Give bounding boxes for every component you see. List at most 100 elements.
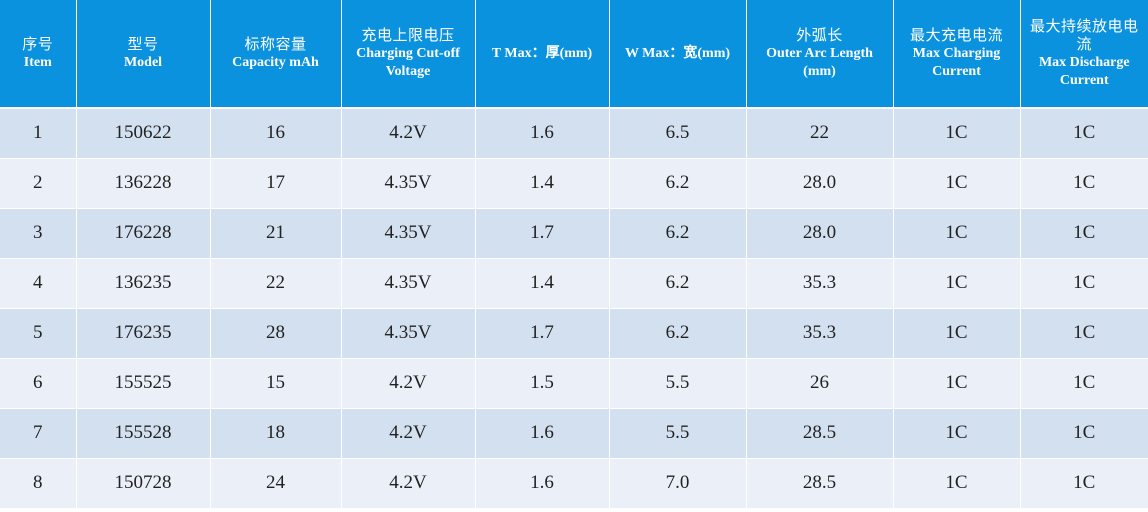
header-item-en: Item: [23, 54, 52, 70]
cell-charging-voltage: 4.35V: [341, 258, 476, 309]
cell-arc-length: 28.0: [746, 158, 894, 209]
header-model-zh: 型号: [127, 36, 159, 53]
cell-arc-length: 35.3: [746, 258, 894, 309]
table-row: 4 136235 22 4.35V 1.4 6.2 35.3 1C 1C: [0, 258, 1148, 309]
table-body: 1 150622 16 4.2V 1.6 6.5 22 1C 1C 2 136228 17 4.35V 1…: [0, 108, 1148, 509]
cell-charging-voltage: 4.2V: [341, 358, 476, 409]
header-item: 序号 Item: [0, 0, 77, 109]
table-row: 7 155528 18 4.2V 1.6 5.5 28.5 1C 1C: [0, 408, 1148, 459]
cell-model: 150622: [76, 108, 211, 159]
cell-capacity: 28: [210, 308, 342, 359]
cell-width: 6.5: [609, 108, 747, 159]
header-arc-length-en: Outer Arc Length (mm): [766, 45, 873, 79]
cell-capacity: 21: [210, 208, 342, 259]
cell-width: 6.2: [609, 158, 747, 209]
header-thickness: T Max：厚(mm): [475, 0, 610, 109]
table-row: 5 176235 28 4.35V 1.7 6.2 35.3 1C 1C: [0, 308, 1148, 359]
cell-max-charging: 1C: [893, 408, 1021, 459]
cell-max-discharge: 1C: [1020, 158, 1148, 209]
cell-capacity: 16: [210, 108, 342, 159]
cell-max-charging: 1C: [893, 258, 1021, 309]
cell-model: 136228: [76, 158, 211, 209]
header-arc-length: 外弧长 Outer Arc Length (mm): [746, 0, 894, 109]
cell-max-discharge: 1C: [1020, 108, 1148, 159]
header-width: W Max：宽(mm): [609, 0, 747, 109]
cell-model: 155528: [76, 408, 211, 459]
table-header: 序号 Item 型号 Model 标称容量 Capacity mAh 充电上限电…: [0, 0, 1148, 109]
cell-max-discharge: 1C: [1020, 308, 1148, 359]
cell-item: 6: [0, 358, 77, 409]
cell-arc-length: 26: [746, 358, 894, 409]
header-charging-voltage-en: Charging Cut-off Voltage: [356, 45, 460, 79]
header-max-charging-en: Max Charging Current: [912, 45, 1001, 79]
cell-model: 150728: [76, 458, 211, 509]
cell-charging-voltage: 4.35V: [341, 158, 476, 209]
cell-arc-length: 22: [746, 108, 894, 159]
cell-item: 7: [0, 408, 77, 459]
header-capacity-en: Capacity mAh: [232, 54, 319, 70]
header-max-discharge-en: Max Discharge Current: [1038, 54, 1130, 88]
cell-max-charging: 1C: [893, 208, 1021, 259]
cell-thickness: 1.5: [475, 358, 610, 409]
header-max-charging-zh: 最大充电电流: [909, 27, 1003, 44]
cell-max-discharge: 1C: [1020, 408, 1148, 459]
cell-charging-voltage: 4.2V: [341, 458, 476, 509]
cell-max-charging: 1C: [893, 108, 1021, 159]
cell-charging-voltage: 4.2V: [341, 408, 476, 459]
table-row: 6 155525 15 4.2V 1.5 5.5 26 1C 1C: [0, 358, 1148, 409]
cell-max-discharge: 1C: [1020, 458, 1148, 509]
cell-model: 176235: [76, 308, 211, 359]
cell-thickness: 1.4: [475, 158, 610, 209]
header-capacity-zh: 标称容量: [244, 36, 307, 53]
cell-max-discharge: 1C: [1020, 358, 1148, 409]
header-thickness-en: T Max：厚(mm): [491, 45, 593, 61]
cell-thickness: 1.6: [475, 458, 610, 509]
cell-arc-length: 35.3: [746, 308, 894, 359]
cell-width: 6.2: [609, 258, 747, 309]
cell-item: 2: [0, 158, 77, 209]
cell-width: 5.5: [609, 358, 747, 409]
cell-max-charging: 1C: [893, 308, 1021, 359]
header-capacity: 标称容量 Capacity mAh: [210, 0, 342, 109]
cell-max-charging: 1C: [893, 458, 1021, 509]
cell-model: 176228: [76, 208, 211, 259]
cell-capacity: 18: [210, 408, 342, 459]
header-charging-voltage: 充电上限电压 Charging Cut-off Voltage: [341, 0, 476, 109]
cell-thickness: 1.4: [475, 258, 610, 309]
cell-model: 155525: [76, 358, 211, 409]
cell-width: 5.5: [609, 408, 747, 459]
cell-item: 4: [0, 258, 77, 309]
cell-arc-length: 28.5: [746, 408, 894, 459]
cell-width: 6.2: [609, 208, 747, 259]
header-charging-voltage-zh: 充电上限电压: [361, 27, 455, 44]
cell-charging-voltage: 4.2V: [341, 108, 476, 159]
table-row: 1 150622 16 4.2V 1.6 6.5 22 1C 1C: [0, 108, 1148, 159]
header-max-discharge: 最大持续放电电流 Max Discharge Current: [1020, 0, 1148, 109]
table-row: 3 176228 21 4.35V 1.7 6.2 28.0 1C 1C: [0, 208, 1148, 259]
header-row: 序号 Item 型号 Model 标称容量 Capacity mAh 充电上限电…: [0, 0, 1148, 109]
cell-capacity: 17: [210, 158, 342, 209]
cell-item: 3: [0, 208, 77, 259]
cell-charging-voltage: 4.35V: [341, 308, 476, 359]
cell-capacity: 24: [210, 458, 342, 509]
header-model-en: Model: [123, 54, 163, 70]
cell-capacity: 15: [210, 358, 342, 409]
cell-thickness: 1.6: [475, 108, 610, 159]
cell-arc-length: 28.0: [746, 208, 894, 259]
cell-thickness: 1.7: [475, 308, 610, 359]
table-row: 2 136228 17 4.35V 1.4 6.2 28.0 1C 1C: [0, 158, 1148, 209]
header-model: 型号 Model: [76, 0, 211, 109]
table-row: 8 150728 24 4.2V 1.6 7.0 28.5 1C 1C: [0, 458, 1148, 509]
cell-thickness: 1.6: [475, 408, 610, 459]
cell-item: 1: [0, 108, 77, 159]
cell-model: 136235: [76, 258, 211, 309]
header-max-discharge-zh: 最大持续放电电流: [1029, 18, 1139, 53]
header-max-charging: 最大充电电流 Max Charging Current: [893, 0, 1021, 109]
cell-width: 7.0: [609, 458, 747, 509]
header-item-zh: 序号: [22, 36, 54, 53]
cell-max-discharge: 1C: [1020, 208, 1148, 259]
cell-max-charging: 1C: [893, 358, 1021, 409]
cell-item: 5: [0, 308, 77, 359]
cell-max-charging: 1C: [893, 158, 1021, 209]
